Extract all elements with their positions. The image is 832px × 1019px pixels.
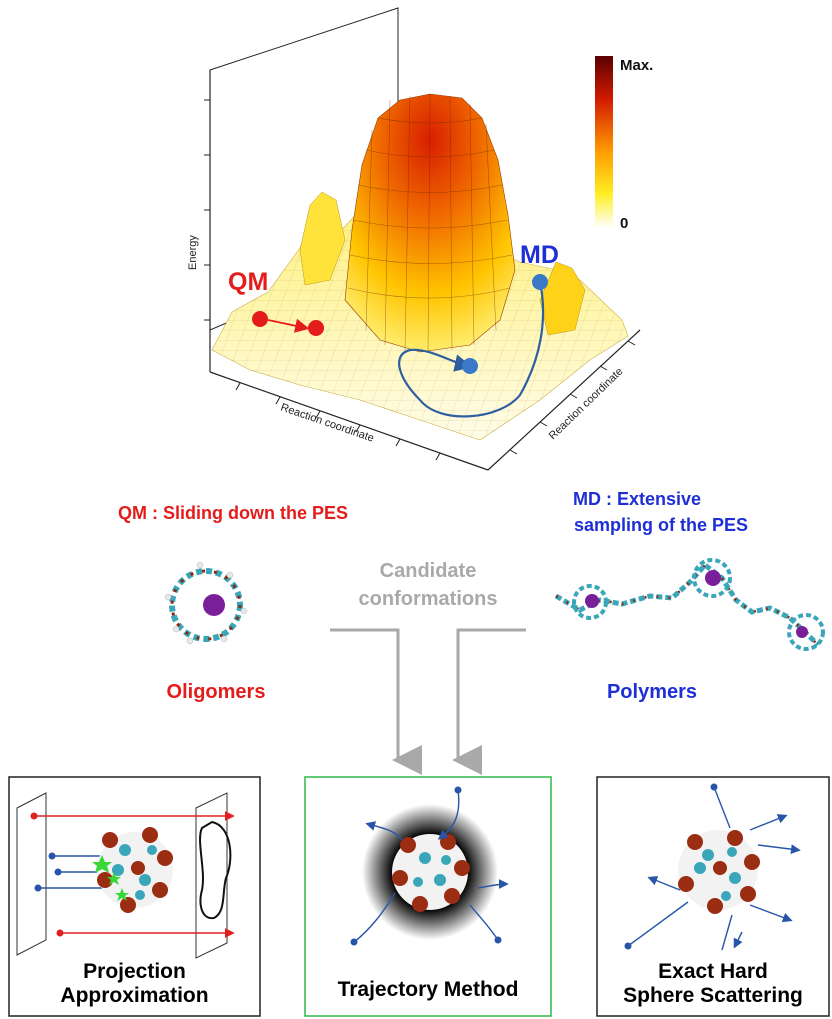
projection-label-line1: Projection xyxy=(83,960,186,983)
x-axis-label: Reaction coordinate xyxy=(279,401,375,444)
colorbar-max: Max. xyxy=(620,57,653,74)
pes-plot: QM MD Energy Reaction coordinate Reactio… xyxy=(187,7,653,471)
projection-label-line2: Approximation xyxy=(60,984,209,1007)
projection-label: Projection Approximation xyxy=(9,960,260,1008)
hard-sphere-label-line2: Sphere Scattering xyxy=(623,984,803,1007)
hard-sphere-illustration xyxy=(624,783,801,951)
qm-heading: QM : Sliding down the PES xyxy=(118,503,348,523)
y-axis xyxy=(487,329,641,471)
md-heading-line2: sampling of the PES xyxy=(574,515,748,535)
md-start-ball xyxy=(532,274,548,290)
projection-shadow xyxy=(199,820,232,920)
candidate-arrow-right xyxy=(452,628,526,775)
projection-illustration xyxy=(16,792,235,959)
qm-end-ball xyxy=(308,320,324,336)
trajectory-illustration xyxy=(350,786,509,946)
trajectory-label-line1: Trajectory Method xyxy=(337,978,519,1001)
hard-sphere-label-line1: Exact Hard xyxy=(658,960,768,983)
projection-box xyxy=(8,776,261,1017)
hard-sphere-box xyxy=(596,776,830,1017)
pes-peak xyxy=(344,93,516,353)
qm-tag: QM xyxy=(228,268,268,296)
hard-sphere-label: Exact Hard Sphere Scattering xyxy=(597,960,829,1008)
qm-start-ball xyxy=(252,311,268,327)
polymer-molecule xyxy=(554,558,825,651)
candidate-line2: conformations xyxy=(359,588,498,610)
candidate-line1: Candidate xyxy=(380,560,477,582)
trajectory-molecule xyxy=(392,834,470,912)
qm-arrow xyxy=(267,318,310,333)
colorbar-min: 0 xyxy=(620,215,628,232)
colorbar xyxy=(595,56,613,228)
md-trajectory xyxy=(398,281,545,418)
x-axis xyxy=(209,371,489,471)
projection-molecule xyxy=(92,827,173,913)
md-end-ball xyxy=(462,358,478,374)
oligomers-label: Oligomers xyxy=(167,681,266,703)
md-tag: MD xyxy=(520,241,559,269)
polymers-label: Polymers xyxy=(607,681,697,703)
trajectory-label: Trajectory Method xyxy=(305,978,551,1002)
trajectory-box xyxy=(304,776,552,1017)
hard-sphere-molecule xyxy=(678,830,760,914)
energy-axis-label: Energy xyxy=(187,235,199,270)
candidate-arrow-left xyxy=(330,628,422,775)
oligomer-molecule xyxy=(164,561,248,645)
md-heading-line1: MD : Extensive xyxy=(573,489,701,509)
